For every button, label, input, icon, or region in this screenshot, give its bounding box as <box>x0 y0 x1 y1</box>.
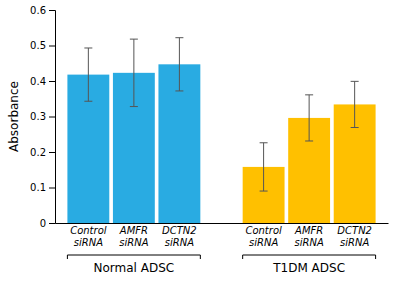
plot: 00.10.20.30.40.50.6ControlsiRNAAMFRsiRNA… <box>30 5 388 275</box>
error-bar-cap <box>175 37 183 38</box>
error-bar-stem <box>88 48 89 101</box>
y-tick-label: 0.5 <box>30 40 46 51</box>
x-axis <box>56 223 389 224</box>
error-bar-cap <box>305 94 313 95</box>
y-tick: 0 <box>40 218 55 229</box>
x-tick-label-line: AMFR <box>294 225 323 236</box>
error-bar-cap <box>130 39 138 40</box>
x-tick: DCTN2siRNA <box>337 225 372 248</box>
y-axis-title: Absorbance <box>7 81 21 152</box>
error-bar-cap <box>260 191 268 192</box>
x-tick-label-line: siRNA <box>249 237 278 248</box>
x-tick-label: ControlsiRNA <box>70 225 107 248</box>
group-bracket <box>243 255 376 259</box>
x-tick-label-line: siRNA <box>294 237 323 248</box>
error-bar <box>175 38 183 91</box>
error-bar-stem <box>263 143 264 191</box>
error-bar-cap <box>260 142 268 143</box>
group-bracket-end <box>200 255 201 259</box>
y-tick: 0.4 <box>30 76 55 87</box>
y-tick: 0.5 <box>30 40 55 51</box>
y-tick-mark <box>49 117 55 118</box>
group-label: Normal ADSC <box>94 261 175 275</box>
x-tick-label-line: siRNA <box>165 237 194 248</box>
error-bar-stem <box>309 95 310 141</box>
y-tick: 0.3 <box>30 111 55 122</box>
x-tick-label: DCTN2siRNA <box>162 225 197 248</box>
y-tick-mark <box>49 81 55 82</box>
x-tick-label-line: Control <box>70 225 107 236</box>
group-bracket <box>67 255 200 259</box>
error-bar-stem <box>179 38 180 91</box>
x-axis-line <box>56 223 389 224</box>
y-tick-label: 0.4 <box>30 76 46 87</box>
y-tick-label: 0.1 <box>30 182 46 193</box>
y-axis: 0 0.1 0.2 0.3 0.4 0.5 0.6 <box>30 5 55 229</box>
group-bracket-line <box>243 255 376 256</box>
y-axis-line <box>49 11 56 224</box>
bars <box>67 38 375 223</box>
x-tick-label-line: siRNA <box>340 237 369 248</box>
group-bracket-line <box>67 255 200 256</box>
y-tick: 0.2 <box>30 147 55 158</box>
x-tick-label-line: siRNA <box>74 237 103 248</box>
y-tick-label: 0 <box>40 218 46 229</box>
x-tick-label-line: Control <box>245 225 282 236</box>
group-bracket-end <box>375 255 376 259</box>
x-tick-label-line: AMFR <box>119 225 148 236</box>
y-tick-label: 0.3 <box>30 111 46 122</box>
y-tick: 0.6 <box>30 5 55 16</box>
error-bar-cap <box>130 106 138 107</box>
y-tick-mark <box>49 188 55 189</box>
group-bracket-end <box>242 255 243 259</box>
x-category-axis: ControlsiRNAAMFRsiRNADCTN2siRNA <box>70 225 197 248</box>
x-tick-label-line: DCTN2 <box>337 225 372 236</box>
x-tick: DCTN2siRNA <box>162 225 197 248</box>
error-bar <box>305 95 313 141</box>
y-tick-label: 0.6 <box>30 5 46 16</box>
x-tick-label: DCTN2siRNA <box>337 225 372 248</box>
error-bar-cap <box>175 90 183 91</box>
error-bar <box>260 143 268 191</box>
x-tick-label: AMFRsiRNA <box>294 225 324 248</box>
y-tick-mark <box>49 152 55 153</box>
x-tick: AMFRsiRNA <box>294 225 324 248</box>
y-tick-mark <box>49 10 55 11</box>
y-tick-mark <box>49 46 55 47</box>
x-tick-label-line: DCTN2 <box>162 225 197 236</box>
y-tick-label: 0.2 <box>30 147 46 158</box>
x-tick-label: ControlsiRNA <box>245 225 282 248</box>
y-tick: 0.1 <box>30 182 55 193</box>
error-bar <box>351 81 359 127</box>
chart: 00.10.20.30.40.50.6ControlsiRNAAMFRsiRNA… <box>0 0 400 289</box>
error-bar-stem <box>354 81 355 127</box>
error-bar-cap <box>84 101 92 102</box>
error-bar <box>84 48 92 101</box>
error-bar-cap <box>84 47 92 48</box>
x-tick: AMFRsiRNA <box>119 225 149 248</box>
error-bar-stem <box>133 39 134 106</box>
group-bracket-end <box>67 255 68 259</box>
x-tick: ControlsiRNA <box>70 225 107 248</box>
group-label: T1DM ADSC <box>272 261 345 275</box>
y-tick-mark <box>49 223 55 224</box>
error-bar-cap <box>351 127 359 128</box>
chart-container: 00.10.20.30.40.50.6ControlsiRNAAMFRsiRNA… <box>0 0 400 289</box>
x-tick-label-line: siRNA <box>119 237 148 248</box>
error-bar <box>130 39 138 106</box>
x-tick: ControlsiRNA <box>245 225 282 248</box>
error-bar-cap <box>351 81 359 82</box>
x-tick-label: AMFRsiRNA <box>119 225 149 248</box>
error-bar-cap <box>305 140 313 141</box>
x-category-axis: ControlsiRNAAMFRsiRNADCTN2siRNA <box>245 225 372 248</box>
